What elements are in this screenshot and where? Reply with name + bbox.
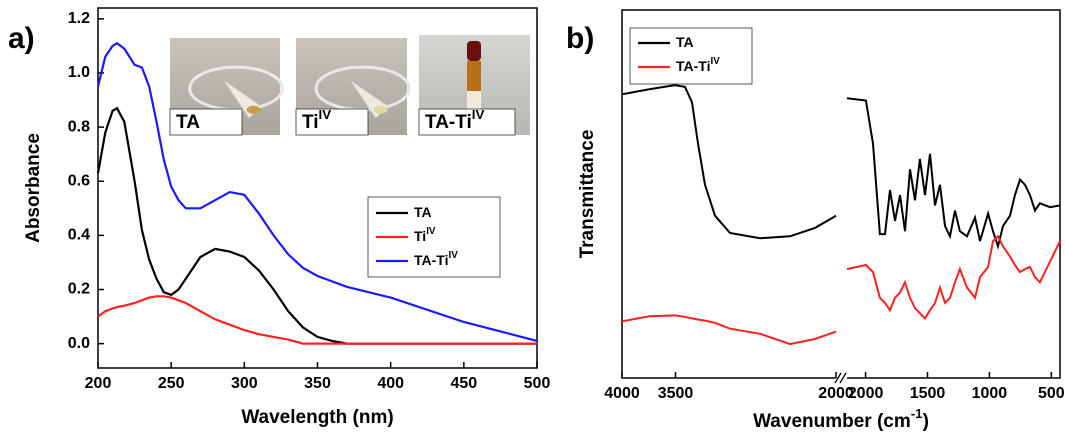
x-tick-label: 200 xyxy=(85,375,112,392)
panel-label: b) xyxy=(566,22,594,55)
x-tick-label: 250 xyxy=(158,375,185,392)
legend-label: TA xyxy=(414,204,432,220)
series-line xyxy=(846,234,1061,321)
series-line xyxy=(846,97,1061,250)
inset-label-box xyxy=(295,108,369,136)
x-tick-label: 4000 xyxy=(604,385,640,402)
x-tick-label: 500 xyxy=(524,375,551,392)
x-tick-label: 1000 xyxy=(972,385,1008,402)
legend-label-part: TA-Ti xyxy=(676,58,710,74)
y-tick-label: 0.6 xyxy=(68,172,90,189)
legend-label-part: TA xyxy=(676,34,694,50)
plot-frame xyxy=(621,9,1061,379)
series-line xyxy=(621,84,837,240)
y-tick-label: 0.4 xyxy=(68,227,90,244)
inset-label-sup: IV xyxy=(472,107,485,122)
y-tick-label: 1.2 xyxy=(68,10,90,27)
axis-break xyxy=(839,372,847,384)
panel-label: a) xyxy=(8,22,35,55)
y-axis-title: Transmittance xyxy=(577,130,598,259)
legend-label-sup: IV xyxy=(426,226,436,237)
y-tick-label: 1.0 xyxy=(68,64,90,81)
series-line xyxy=(96,106,537,345)
inset-label: TA-TiIV xyxy=(425,107,484,133)
y-axis-title: Absorbance xyxy=(23,133,44,243)
inset-label-box xyxy=(169,108,243,136)
legend-label-sup: IV xyxy=(710,56,720,67)
inset-label-part: Ti xyxy=(302,112,319,133)
x-tick-label: 500 xyxy=(1038,385,1065,402)
legend-label: TA-TiIV xyxy=(676,56,720,74)
inset-label-sup: IV xyxy=(319,107,332,122)
y-tick-label: 0.0 xyxy=(68,335,90,352)
legend-label-part: Ti xyxy=(414,228,426,244)
inset-label-box xyxy=(418,108,516,136)
series-line xyxy=(97,295,537,345)
x-axis-title: Wavelength (nm) xyxy=(241,407,393,428)
y-tick-label: 0.2 xyxy=(68,281,90,298)
axis-break xyxy=(834,372,842,384)
x-axis-title-sup: -1 xyxy=(911,406,923,421)
series-line xyxy=(96,41,538,342)
legend-box xyxy=(629,27,753,85)
inset-label: TA xyxy=(176,112,200,133)
vial-cap xyxy=(467,41,481,61)
x-tick-label: 3500 xyxy=(658,385,694,402)
x-tick-label: 400 xyxy=(377,375,404,392)
vial-base xyxy=(467,91,481,109)
x-tick-label: 2000 xyxy=(818,385,854,402)
legend-label-sup: IV xyxy=(448,250,458,261)
inset-label-part: TA-Ti xyxy=(425,112,472,133)
inset-label: TiIV xyxy=(302,107,331,133)
x-axis-title-part: Wavenumber (cm xyxy=(753,411,911,432)
x-tick-label: 350 xyxy=(304,375,331,392)
legend-label: TA-TiIV xyxy=(414,250,458,268)
vial-body xyxy=(467,61,481,91)
y-tick-label: 0.8 xyxy=(68,118,90,135)
legend-label: TA xyxy=(676,34,694,50)
legend-label-part: TA-Ti xyxy=(414,252,448,268)
sample xyxy=(373,105,388,114)
legend-label: TiIV xyxy=(414,226,436,244)
x-tick-label: 450 xyxy=(450,375,477,392)
x-tick-label: 1500 xyxy=(910,385,946,402)
x-tick-label: 2000 xyxy=(848,385,884,402)
x-axis-title: Wavenumber (cm-1) xyxy=(753,406,929,432)
legend-label-part: TA xyxy=(414,204,432,220)
series-line xyxy=(621,314,837,346)
x-tick-label: 300 xyxy=(231,375,258,392)
x-axis-title-part: ) xyxy=(923,411,929,432)
sample xyxy=(246,105,261,114)
inset-label-part: TA xyxy=(176,112,200,133)
